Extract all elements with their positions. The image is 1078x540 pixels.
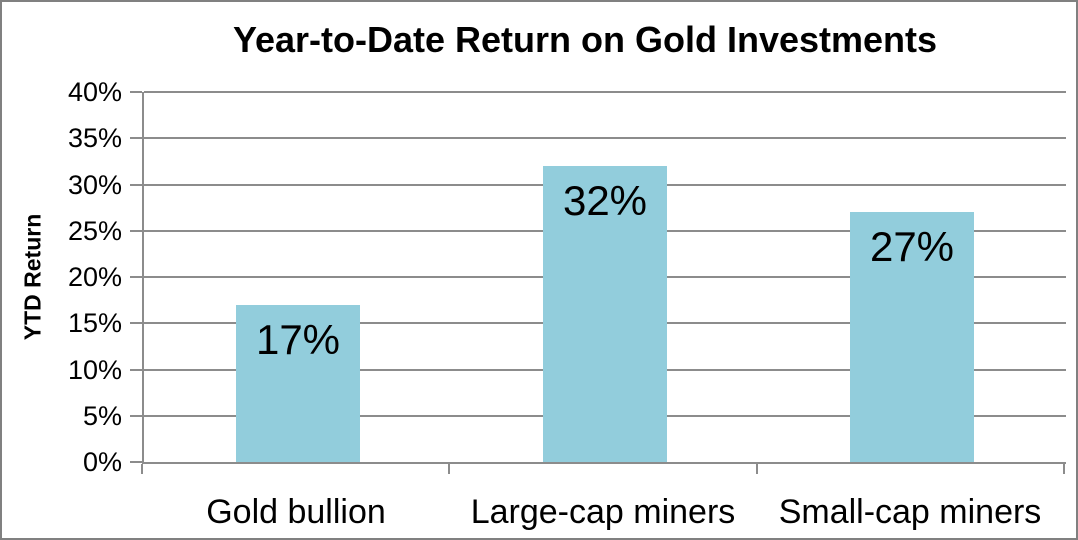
y-axis-tick-mark <box>130 414 142 417</box>
bar-value-label: 32% <box>562 177 648 224</box>
bar-gold-bullion: 17% <box>236 305 360 462</box>
y-axis-tick-label: 10% <box>67 354 122 385</box>
bar-small-cap-miners: 27% <box>850 212 974 462</box>
y-axis-tick-label: 30% <box>67 169 122 200</box>
category-label-small-cap-miners: Small-cap miners <box>778 493 1042 531</box>
x-axis-tick-mark <box>448 464 450 474</box>
y-axis-tick-label: 0% <box>82 447 122 477</box>
category-label-large-cap-miners: Large-cap miners <box>470 493 736 531</box>
bar-value-label: 17% <box>255 316 341 363</box>
y-axis-tick-label: 15% <box>67 308 122 339</box>
x-axis-tick-mark <box>756 464 758 474</box>
y-axis-tick-mark <box>130 461 142 463</box>
plot-area: 17% 32% 27% <box>142 91 1066 464</box>
y-axis-tick-mark <box>130 183 142 186</box>
y-axis-tick-label: 25% <box>67 215 122 246</box>
x-axis-tick-mark <box>1063 464 1065 474</box>
y-axis-tick-label: 35% <box>67 123 122 154</box>
y-axis-tick-label: 40% <box>67 77 122 107</box>
gridline <box>144 137 1066 140</box>
category-label-gold-bullion: Gold bullion <box>206 493 386 531</box>
y-axis-tick-mark <box>130 368 142 371</box>
y-axis-tick-mark <box>130 229 142 232</box>
chart-title: Year-to-Date Return on Gold Investments <box>232 19 938 60</box>
x-axis-tick-mark <box>141 464 143 474</box>
y-axis-tick-mark <box>130 91 142 93</box>
y-axis-tick-mark <box>130 322 142 325</box>
y-axis-tick-label: 20% <box>67 262 122 292</box>
gridline <box>144 91 1066 93</box>
y-axis-tick-label: 5% <box>82 400 122 431</box>
bar-large-cap-miners: 32% <box>543 166 667 462</box>
y-axis-tick-mark <box>130 137 142 140</box>
bar-value-label: 27% <box>869 223 955 270</box>
y-axis-tick-mark <box>130 276 142 278</box>
